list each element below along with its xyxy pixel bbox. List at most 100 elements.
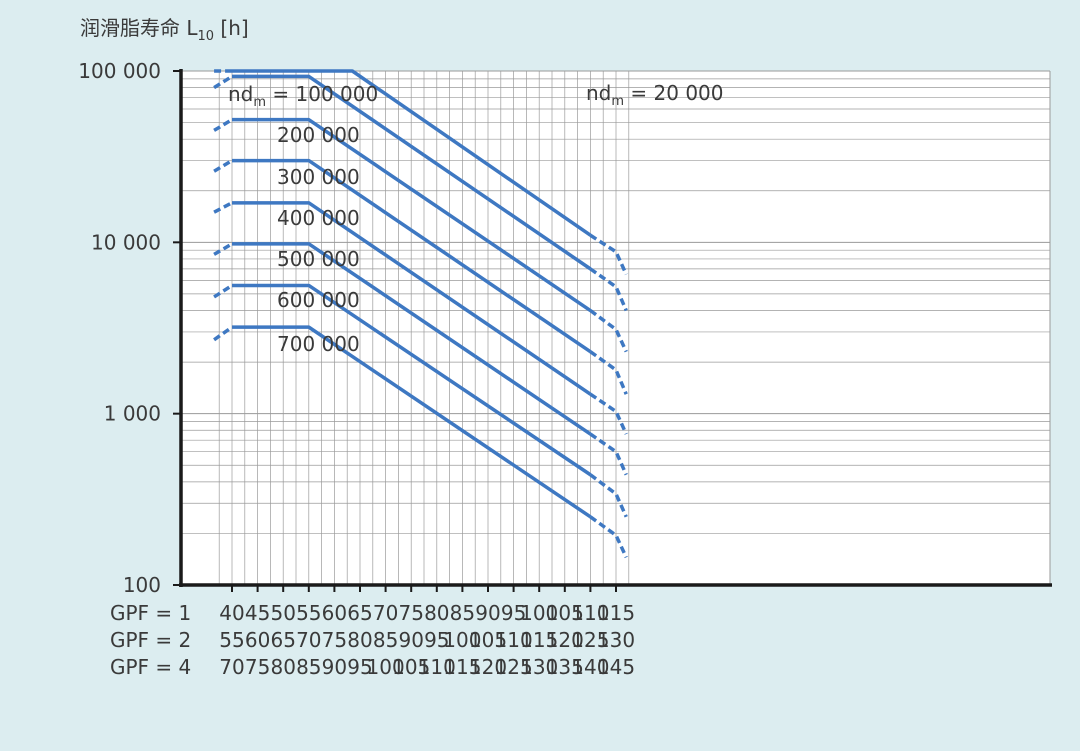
x-tick-label: 95 (501, 601, 526, 625)
x-tick-label: 95 (347, 655, 372, 679)
x-tick-label: 115 (597, 601, 635, 625)
series-dash-end (589, 432, 628, 476)
x-tick-label: 115 (520, 628, 558, 652)
series-label: 200 000 (277, 123, 360, 147)
series-5 (213, 242, 628, 476)
x-tick-label: 90 (398, 628, 423, 652)
series-2 (213, 117, 628, 353)
series-dash-end (589, 350, 628, 395)
x-tick-label: 55 (219, 628, 244, 652)
plot-area (181, 71, 1050, 585)
x-tick-label: 140 (571, 655, 609, 679)
x-tick-label: 135 (546, 655, 584, 679)
x-tick-label: 125 (495, 655, 533, 679)
x-tick-label: 45 (245, 601, 270, 625)
x-row-label: GPF = 4 (110, 655, 191, 679)
x-tick-label: 50 (270, 601, 295, 625)
series-line (232, 74, 592, 271)
series-label: 700 000 (277, 332, 360, 356)
x-tick-label: 60 (245, 628, 270, 652)
x-tick-label: 115 (443, 655, 481, 679)
x-tick-label: 85 (373, 628, 398, 652)
series-label: ndm = 20 000 (586, 81, 724, 109)
series-4 (213, 201, 628, 435)
grid-layer (181, 70, 1051, 586)
x-tick-label: 70 (373, 601, 398, 625)
series-dash-start (213, 242, 233, 256)
x-tick-label: 100 (443, 628, 481, 652)
x-tick-label: 145 (597, 655, 635, 679)
series-label: ndm = 100 000 (228, 82, 378, 110)
x-tick-label: 85 (450, 601, 475, 625)
x-tick-label: 100 (367, 655, 405, 679)
series-dash-end (589, 309, 628, 353)
series-dash-start (213, 74, 233, 90)
x-tick-label: 110 (571, 601, 609, 625)
series-line (232, 283, 592, 477)
y-axis-title: 润滑脂寿命 L10 [h] (80, 16, 249, 44)
series-dash-start (213, 159, 233, 173)
y-tick-label: 1 000 (104, 402, 161, 426)
series-1 (213, 74, 628, 312)
x-tick-label: 110 (418, 655, 456, 679)
series-dash-end (589, 515, 628, 559)
x-tick-label: 105 (546, 601, 584, 625)
series-label: 300 000 (277, 165, 360, 189)
x-tick-label: 120 (469, 655, 507, 679)
x-tick-label: 80 (347, 628, 372, 652)
series-line (232, 325, 592, 519)
x-tick-label: 120 (546, 628, 584, 652)
x-tick-label: 130 (597, 628, 635, 652)
x-tick-label: 95 (424, 628, 449, 652)
series-layer (213, 69, 628, 559)
series-dash-end (589, 473, 628, 518)
series-dash-start (213, 325, 234, 342)
series-label: 600 000 (277, 288, 360, 312)
x-row-label: GPF = 1 (110, 601, 191, 625)
x-tick-label: 110 (495, 628, 533, 652)
series-line (232, 201, 592, 396)
x-tick-label: 90 (475, 601, 500, 625)
series-dash-end (589, 392, 628, 435)
series-6 (213, 283, 628, 518)
x-tick-label: 60 (322, 601, 347, 625)
x-tick-label: 75 (245, 655, 270, 679)
series-7 (213, 325, 628, 559)
x-tick-label: 75 (322, 628, 347, 652)
x-row-label: GPF = 2 (110, 628, 191, 652)
x-tick-label: 70 (219, 655, 244, 679)
series-label: 400 000 (277, 206, 360, 230)
series-dash-start (213, 201, 233, 214)
x-tick-label: 75 (398, 601, 423, 625)
x-tick-label: 90 (322, 655, 347, 679)
series-0 (214, 69, 628, 276)
x-tick-label: 125 (571, 628, 609, 652)
x-tick-label: 100 (520, 601, 558, 625)
y-tick-label: 100 (123, 573, 161, 597)
series-label: 500 000 (277, 247, 360, 271)
x-tick-label: 105 (469, 628, 507, 652)
x-tick-label: 65 (347, 601, 372, 625)
series-line (232, 158, 592, 354)
x-tick-label: 85 (296, 655, 321, 679)
series-dash-end (589, 267, 628, 312)
x-tick-label: 65 (270, 628, 295, 652)
series-line (232, 242, 592, 436)
x-tick-label: 55 (296, 601, 321, 625)
x-tick-label: 80 (424, 601, 449, 625)
series-dash-start (213, 284, 233, 299)
series-line (232, 69, 592, 237)
axis-layer (173, 69, 1052, 592)
y-tick-label: 100 000 (78, 59, 161, 83)
x-tick-label: 130 (520, 655, 558, 679)
series-dash-start (213, 118, 233, 132)
series-3 (213, 158, 628, 395)
y-tick-label: 10 000 (91, 230, 161, 254)
x-tick-label: 80 (270, 655, 295, 679)
x-tick-label: 70 (296, 628, 321, 652)
x-tick-label: 40 (219, 601, 244, 625)
series-dash-end (589, 233, 628, 276)
x-tick-label: 105 (392, 655, 430, 679)
label-layer: 润滑脂寿命 L10 [h] 100 1 000 10 000 100 000 GPF =… (78, 16, 723, 679)
